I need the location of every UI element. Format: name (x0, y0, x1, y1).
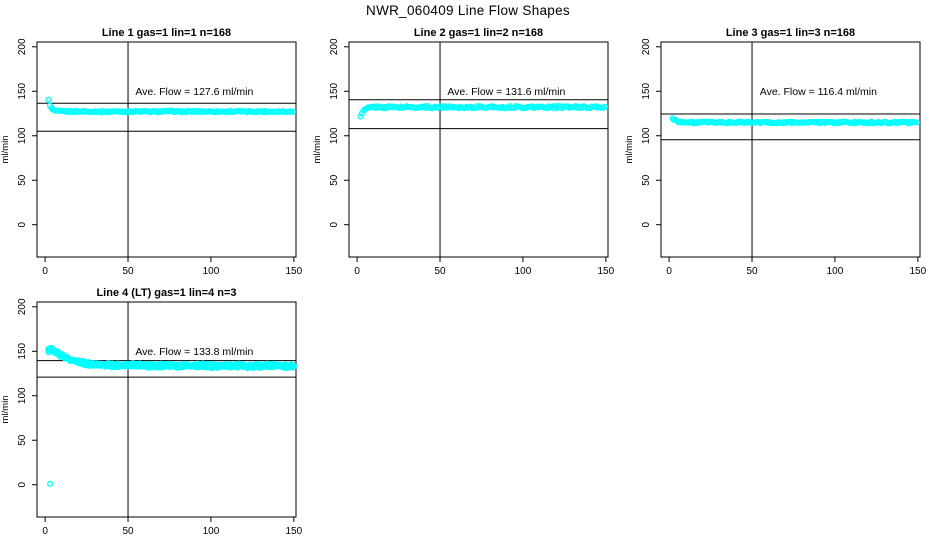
panel-2: 0 50 100 150 200 0 50 100 150 ml/min Line 2 gas=1 … (312, 27, 615, 277)
panel-3: 0 50 100 150 200 0 50 100 150 ml/min Line 3 gas=1 … (624, 27, 927, 277)
x-tick-label: 0 (666, 266, 672, 277)
data-point (357, 113, 364, 120)
data-point (45, 96, 52, 103)
average-flow-annotation: Ave. Flow = 127.6 ml/min (135, 86, 253, 98)
x-tick-label: 150 (286, 266, 303, 277)
y-axis-label: ml/min (312, 136, 323, 164)
average-flow-annotation: Ave. Flow = 116.4 ml/min (760, 86, 877, 98)
y-tick-label: 50 (17, 174, 28, 186)
plot-box (348, 41, 609, 258)
plot-box (36, 41, 297, 258)
y-tick-label: 100 (17, 127, 28, 144)
panel-1: 0 50 100 150 200 0 50 100 150 ml/min Line 1 gas=1 … (0, 27, 303, 277)
x-tick-label: 100 (515, 266, 532, 277)
x-tick-label: 0 (42, 526, 48, 537)
y-tick-label: 200 (641, 38, 652, 55)
x-tick-label: 150 (286, 526, 303, 537)
y-tick-label: 150 (329, 83, 340, 100)
scatter-points (45, 96, 297, 116)
y-tick-label: 0 (329, 221, 340, 227)
average-flow-annotation: Ave. Flow = 131.6 ml/min (447, 86, 565, 98)
x-tick-label: 50 (122, 526, 134, 537)
panel-4: 0 50 100 150 200 0 50 100 150 ml/min Line 4 (LT) g… (0, 287, 303, 537)
x-tick-label: 50 (434, 266, 446, 277)
panel-title: Line 4 (LT) gas=1 lin=4 n=3 (96, 287, 236, 299)
x-tick-label: 150 (598, 266, 615, 277)
y-tick-label: 0 (17, 481, 28, 487)
data-point (602, 103, 609, 110)
y-tick-label: 150 (17, 83, 28, 100)
y-tick-label: 0 (641, 221, 652, 227)
x-tick-label: 150 (910, 266, 927, 277)
y-tick-label: 50 (329, 174, 340, 186)
x-tick-label: 50 (746, 266, 758, 277)
scatter-points (669, 115, 921, 127)
y-tick-label: 200 (17, 38, 28, 55)
data-point (669, 115, 676, 122)
outlier-point (47, 480, 54, 487)
y-tick-label: 0 (17, 221, 28, 227)
x-tick-label: 100 (203, 526, 220, 537)
y-tick-label: 100 (329, 127, 340, 144)
page-title: NWR_060409 Line Flow Shapes (366, 3, 570, 18)
panel-title: Line 1 gas=1 lin=1 n=168 (102, 27, 231, 39)
y-axis-label: ml/min (624, 136, 635, 164)
y-tick-label: 50 (641, 174, 652, 186)
data-point (290, 108, 297, 115)
x-tick-label: 0 (354, 266, 360, 277)
data-point (914, 119, 921, 126)
y-tick-label: 50 (17, 434, 28, 446)
y-tick-label: 150 (641, 83, 652, 100)
y-tick-label: 150 (17, 343, 28, 360)
y-axis-label: ml/min (0, 396, 11, 424)
plot-box (660, 41, 921, 258)
x-tick-label: 50 (122, 266, 134, 277)
y-tick-label: 200 (17, 298, 28, 315)
panel-title: Line 2 gas=1 lin=2 n=168 (414, 27, 543, 39)
panel-title: Line 3 gas=1 lin=3 n=168 (726, 27, 855, 39)
y-axis-label: ml/min (0, 136, 11, 164)
average-flow-annotation: Ave. Flow = 133.8 ml/min (135, 346, 253, 358)
x-tick-label: 0 (42, 266, 48, 277)
x-tick-label: 100 (203, 266, 220, 277)
x-tick-label: 100 (827, 266, 844, 277)
y-tick-label: 200 (329, 38, 340, 55)
scatter-points (45, 344, 297, 487)
scatter-points (357, 102, 609, 120)
plot-box (36, 301, 297, 518)
y-tick-label: 100 (17, 387, 28, 404)
data-point (290, 362, 297, 369)
y-tick-label: 100 (641, 127, 652, 144)
